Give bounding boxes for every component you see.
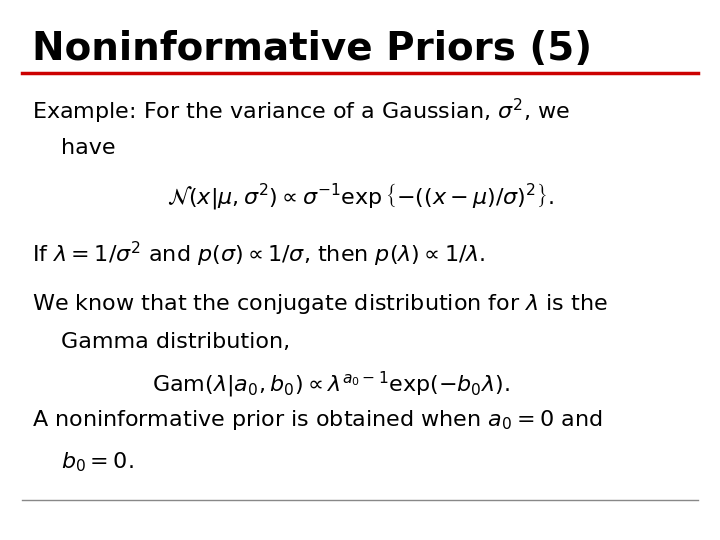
Text: We know that the conjugate distribution for $\lambda$ is the: We know that the conjugate distribution … xyxy=(32,292,608,315)
Text: If $\lambda = 1/\sigma^2$ and $p(\sigma) \propto 1/\sigma$, then $p(\lambda) \pr: If $\lambda = 1/\sigma^2$ and $p(\sigma)… xyxy=(32,240,486,269)
Text: have: have xyxy=(61,138,116,158)
Text: $\mathcal{N}(x|\mu, \sigma^2) \propto \sigma^{-1} \exp\left\{-((x-\mu)/\sigma)^2: $\mathcal{N}(x|\mu, \sigma^2) \propto \s… xyxy=(166,181,554,211)
Text: A noninformative prior is obtained when $a_0 = 0$ and: A noninformative prior is obtained when … xyxy=(32,408,603,431)
Text: Example: For the variance of a Gaussian, $\sigma^2$, we: Example: For the variance of a Gaussian,… xyxy=(32,97,570,126)
Text: Gamma distribution,: Gamma distribution, xyxy=(61,332,290,352)
Text: $b_0 = 0.$: $b_0 = 0.$ xyxy=(61,451,134,475)
Text: Noninformative Priors (5): Noninformative Priors (5) xyxy=(32,30,593,68)
Text: $\mathrm{Gam}(\lambda|a_0, b_0) \propto \lambda^{a_0-1}\exp(-b_0\lambda).$: $\mathrm{Gam}(\lambda|a_0, b_0) \propto … xyxy=(152,370,510,400)
